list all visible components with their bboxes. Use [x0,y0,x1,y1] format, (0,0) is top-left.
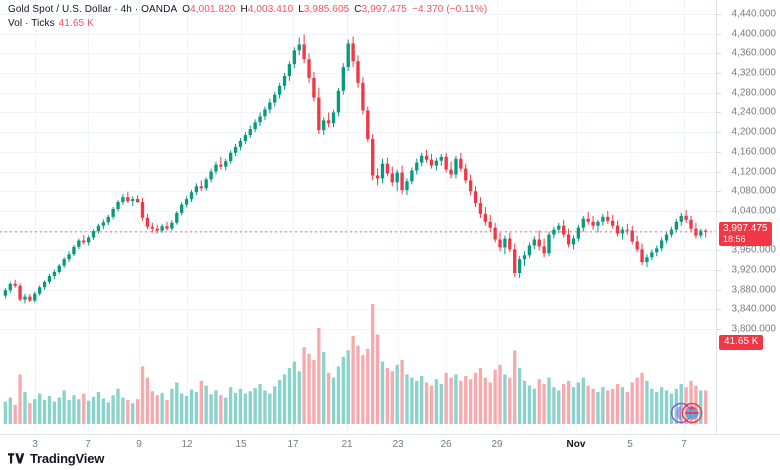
time-axis-label: 23 [392,439,404,450]
price-axis-label: 4,120.000 [731,166,777,178]
price-axis-tick [716,270,721,271]
price-axis-tick [716,112,721,113]
time-axis-separator [0,434,780,435]
price-axis-label: 4,320.000 [731,67,777,79]
price-axis-label: 4,080.000 [731,185,777,197]
time-axis-label: 5 [627,439,633,450]
chart-gridlines [0,0,716,434]
price-axis-tick [716,152,721,153]
price-axis-label: 3,880.000 [731,284,777,296]
price-axis-tick [716,191,721,192]
price-axis-tick [716,211,721,212]
tradingview-wordmark: TradingView [30,451,105,466]
price-axis-tick [716,73,721,74]
time-axis-label: 15 [235,439,247,450]
current-price-value: 3,997.475 [723,222,768,234]
price-change: −4.370 (−0.11%) [412,4,488,15]
price-axis-separator [716,0,717,456]
candlestick-series [0,34,716,304]
close-value: 3,997.475 [361,4,407,15]
time-axis-label: 21 [341,439,353,450]
price-axis-label: 4,160.000 [731,146,777,158]
price-axis-label: 4,040.000 [731,205,777,217]
current-price-countdown: 18:56 [723,233,746,244]
time-axis-label: 7 [681,439,687,450]
open-value: 4,001.820 [190,4,236,15]
symbol-title: Gold Spot / U.S. Dollar · 4h · OANDA [8,4,178,15]
price-axis-label: 3,960.000 [731,244,777,256]
price-axis-label: 3,840.000 [731,303,777,315]
price-axis-tick [716,309,721,310]
time-axis-label: 7 [85,439,91,450]
time-axis-label: 26 [440,439,452,450]
legend-symbol-row[interactable]: Gold Spot / U.S. Dollar · 4h · OANDA O4,0… [8,4,487,16]
time-axis-label: Nov [566,439,586,450]
time-axis-label: 9 [136,439,142,450]
low-value: 3,985.605 [303,4,350,15]
price-axis-tick [716,14,721,15]
chart-legend: Gold Spot / U.S. Dollar · 4h · OANDA O4,0… [8,4,487,30]
time-axis-label: 3 [32,439,38,450]
price-axis-label: 4,240.000 [731,106,777,118]
price-axis-label: 4,280.000 [731,87,777,99]
price-axis-tick [716,53,721,54]
current-price-badge[interactable]: 3,997.475 18:56 [719,221,772,246]
price-axis-label: 4,400.000 [731,28,777,40]
legend-volume-row[interactable]: Vol · Ticks 41.65 K [8,18,487,30]
price-axis-tick [716,250,721,251]
open-key: O [182,4,191,15]
price-axis-label: 3,920.000 [731,264,777,276]
chart-plot-area[interactable] [0,0,716,434]
volume-badge[interactable]: 41.65 K [719,335,764,351]
price-axis-tick [716,172,721,173]
price-axis-tick [716,93,721,94]
price-axis-tick [716,329,721,330]
price-axis-tick [716,34,721,35]
time-axis-label: 29 [491,439,503,450]
price-axis-label: 4,440.000 [731,8,777,20]
volume-label: Vol · Ticks [8,18,55,29]
price-axis-tick [716,132,721,133]
high-value: 4,003.410 [247,4,294,15]
price-axis[interactable]: 4,440.000 4,400.000 4,360.000 4,320.000 4,28… [716,0,780,434]
price-axis-label: 4,200.000 [731,126,777,138]
volume-value: 41.65 K [58,18,94,29]
price-axis-label: 3,800.000 [731,323,777,335]
tradingview-branding: TradingView [8,452,104,465]
tradingview-logo-icon [8,453,25,464]
price-axis-tick [716,290,721,291]
low-key: L [298,4,304,15]
chart-marker-icons[interactable] [668,400,710,426]
close-key: C [354,4,362,15]
high-key: H [240,4,248,15]
time-axis-label: 12 [181,439,193,450]
price-axis-label: 4,360.000 [731,47,777,59]
time-axis-label: 17 [287,439,299,450]
time-axis[interactable]: 3 7 9 12 15 17 21 23 26 29 Nov 5 7 [0,434,780,456]
